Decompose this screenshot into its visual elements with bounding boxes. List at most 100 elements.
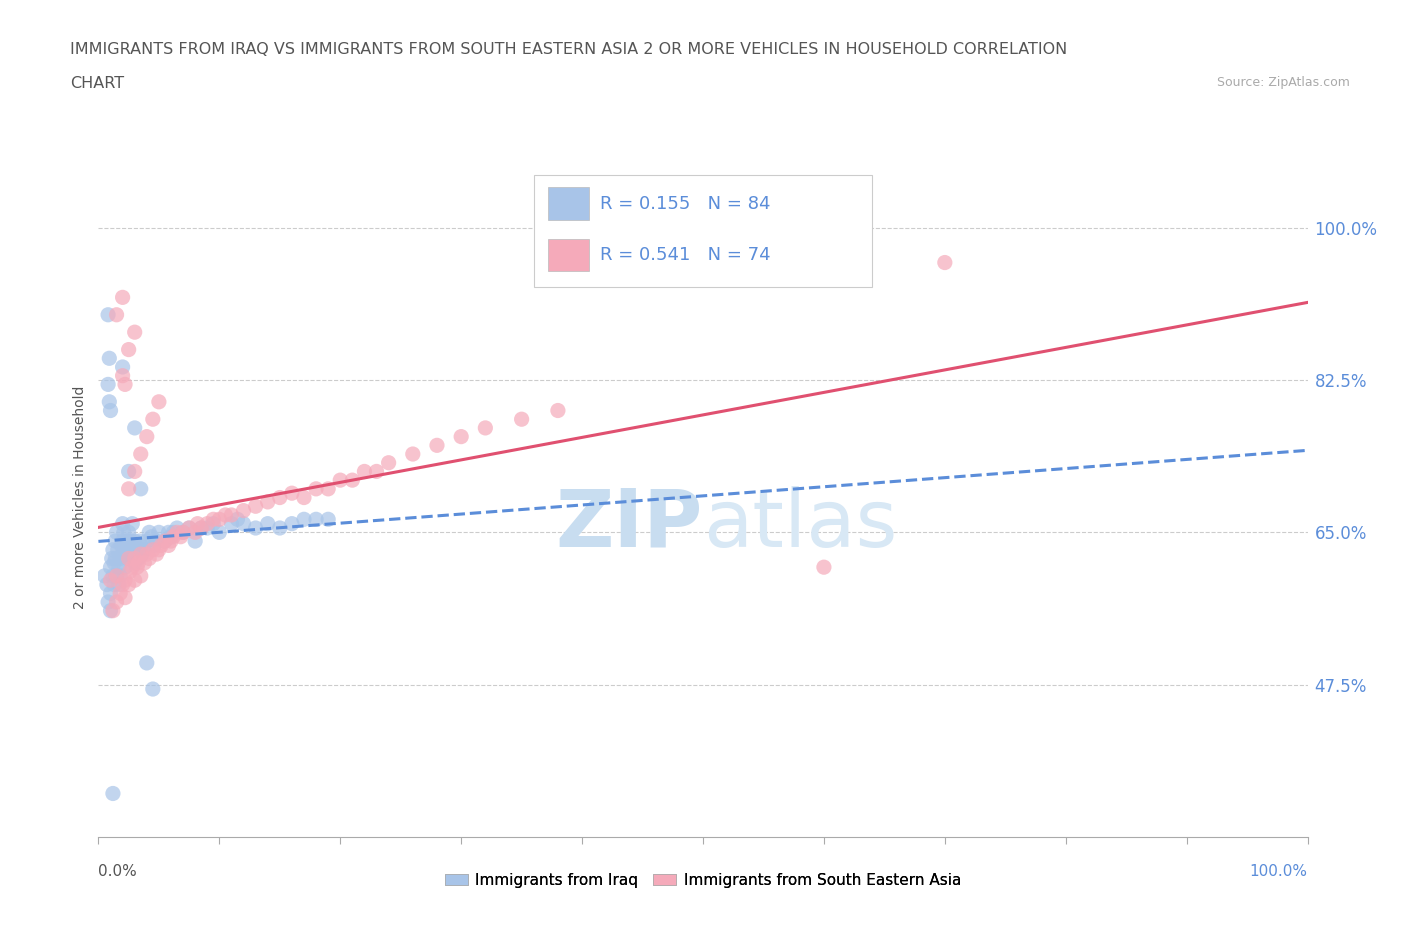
Point — [214, 508, 236, 523]
Point — [114, 377, 136, 392]
Point — [135, 656, 157, 671]
Point — [256, 516, 278, 531]
Point — [131, 547, 153, 562]
Point — [118, 538, 141, 552]
Point — [150, 538, 173, 552]
Point — [145, 547, 167, 562]
Point — [269, 490, 291, 505]
Point — [124, 464, 146, 479]
Point — [100, 573, 122, 588]
Point — [377, 456, 399, 471]
Point — [195, 516, 218, 531]
Text: ZIP: ZIP — [555, 485, 703, 564]
Point — [366, 464, 388, 479]
Point — [305, 512, 328, 526]
Point — [353, 464, 375, 479]
Point — [256, 495, 278, 510]
FancyBboxPatch shape — [534, 175, 872, 287]
Point — [112, 525, 135, 539]
Point — [114, 591, 136, 605]
Point — [208, 512, 231, 526]
Point — [145, 534, 167, 549]
Point — [221, 516, 243, 531]
Point — [105, 568, 128, 583]
Point — [118, 525, 141, 539]
Point — [187, 516, 209, 531]
Point — [292, 490, 315, 505]
Point — [134, 555, 156, 570]
Point — [111, 516, 134, 531]
Point — [118, 482, 141, 497]
Point — [316, 482, 339, 497]
Point — [934, 255, 956, 270]
Text: 0.0%: 0.0% — [98, 864, 138, 879]
Point — [111, 578, 134, 592]
Point — [190, 521, 212, 536]
Point — [169, 529, 191, 544]
Point — [108, 551, 131, 566]
Point — [166, 521, 188, 536]
Point — [402, 446, 425, 461]
Point — [148, 394, 170, 409]
Point — [172, 525, 194, 539]
Point — [115, 547, 138, 562]
Point — [148, 525, 170, 539]
Point — [426, 438, 449, 453]
Point — [281, 516, 304, 531]
Point — [118, 342, 141, 357]
Text: atlas: atlas — [703, 485, 897, 564]
Point — [547, 403, 569, 418]
Point — [105, 568, 128, 583]
Point — [124, 551, 146, 566]
Point — [232, 516, 254, 531]
Text: R = 0.541   N = 74: R = 0.541 N = 74 — [600, 246, 770, 264]
Point — [153, 534, 176, 549]
Point — [195, 521, 218, 536]
Point — [128, 534, 150, 549]
Point — [103, 555, 125, 570]
Point — [118, 578, 141, 592]
Point — [118, 551, 141, 566]
Point — [129, 446, 152, 461]
Point — [124, 573, 146, 588]
Point — [190, 521, 212, 536]
Point — [97, 377, 120, 392]
Point — [138, 525, 160, 539]
Point — [97, 594, 120, 609]
Point — [100, 551, 122, 566]
Point — [98, 394, 121, 409]
Point — [316, 512, 339, 526]
Point — [122, 538, 145, 552]
Point — [184, 534, 207, 549]
Point — [111, 368, 134, 383]
Point — [162, 529, 184, 544]
Point — [101, 604, 124, 618]
Point — [127, 560, 149, 575]
Point — [105, 307, 128, 322]
Point — [108, 560, 131, 575]
Point — [135, 429, 157, 444]
Point — [232, 503, 254, 518]
Point — [245, 521, 267, 536]
Point — [179, 521, 201, 536]
FancyBboxPatch shape — [548, 187, 589, 219]
Point — [124, 555, 146, 570]
Point — [101, 542, 124, 557]
Point — [118, 565, 141, 579]
Point — [124, 420, 146, 435]
Point — [160, 529, 183, 544]
Point — [202, 516, 225, 531]
Point — [111, 290, 134, 305]
Legend: Immigrants from Iraq, Immigrants from South Eastern Asia: Immigrants from Iraq, Immigrants from So… — [439, 867, 967, 894]
Point — [143, 538, 166, 552]
Point — [281, 485, 304, 500]
Point — [142, 542, 165, 557]
Point — [111, 534, 134, 549]
Point — [813, 560, 835, 575]
Point — [153, 534, 176, 549]
Point — [127, 542, 149, 557]
Point — [129, 568, 152, 583]
Text: R = 0.155   N = 84: R = 0.155 N = 84 — [600, 194, 770, 213]
Point — [107, 542, 129, 557]
Point — [129, 547, 152, 562]
